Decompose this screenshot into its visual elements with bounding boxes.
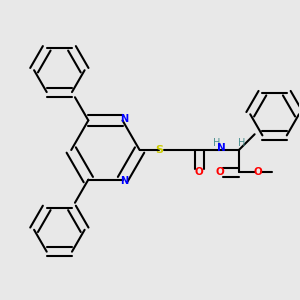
Text: S: S bbox=[155, 145, 163, 155]
Text: N: N bbox=[120, 114, 128, 124]
Text: O: O bbox=[195, 167, 204, 177]
Text: N: N bbox=[120, 176, 128, 186]
Text: O: O bbox=[253, 167, 262, 177]
Text: N: N bbox=[217, 142, 225, 153]
Text: H: H bbox=[238, 138, 245, 148]
Text: H: H bbox=[214, 138, 221, 148]
Text: O: O bbox=[216, 167, 224, 177]
